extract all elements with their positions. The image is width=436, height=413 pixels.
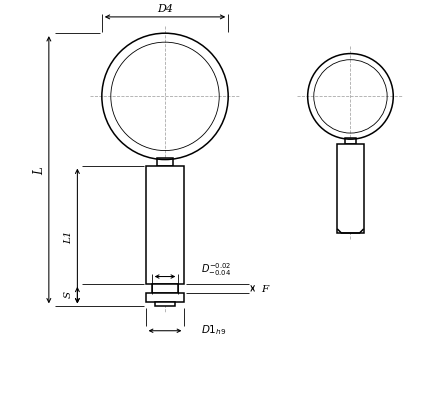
Text: L1: L1 (64, 230, 73, 243)
Bar (345, 139, 356, 145)
Text: S: S (64, 290, 73, 297)
Bar (157, 159, 173, 166)
Bar (337, 145, 364, 233)
Bar (146, 166, 184, 284)
Text: $D^{-0.02}_{-0.04}$: $D^{-0.02}_{-0.04}$ (201, 260, 231, 277)
Text: F: F (261, 284, 268, 293)
Bar (152, 284, 178, 293)
Text: $D1_{h9}$: $D1_{h9}$ (201, 322, 226, 336)
Text: L: L (34, 166, 46, 174)
Bar (155, 302, 175, 306)
Bar (146, 293, 184, 302)
Text: D4: D4 (157, 4, 173, 14)
